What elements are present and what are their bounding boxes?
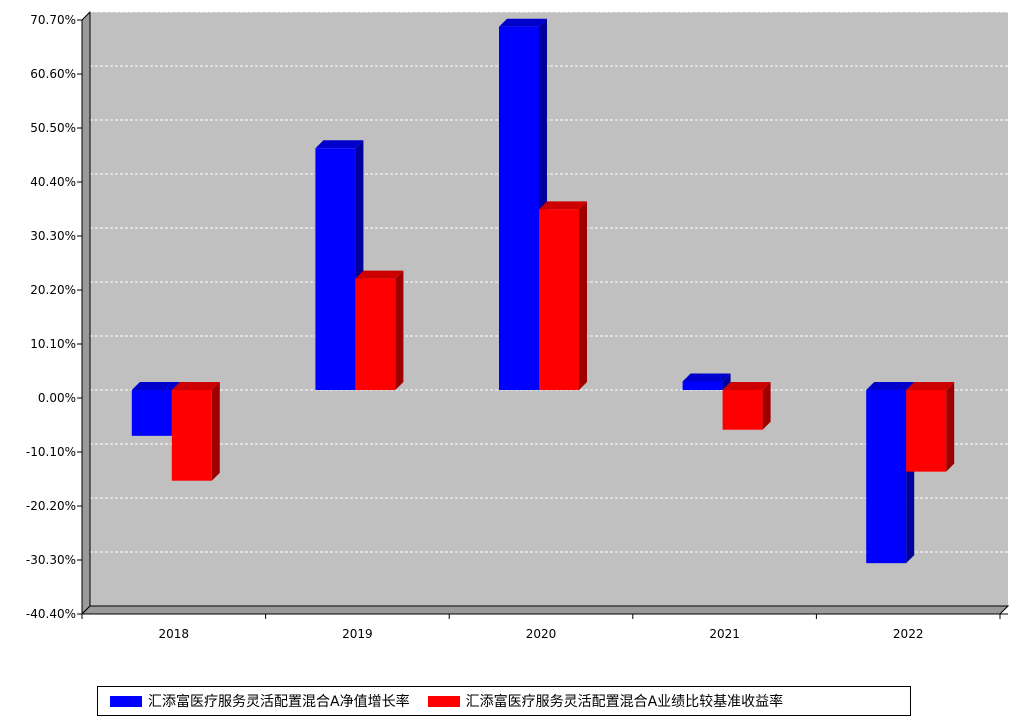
y-tick-label: 40.40% xyxy=(30,175,76,189)
x-tick-label: 2021 xyxy=(709,627,740,641)
bar-2018-s1 xyxy=(131,390,172,436)
bar-top-2021-s2 xyxy=(722,382,771,390)
y-tick-label: 50.50% xyxy=(30,121,76,135)
bar-2020-s1 xyxy=(499,26,539,390)
bar-top-2020-s1 xyxy=(499,18,547,27)
y-tick-label: 0.00% xyxy=(38,391,76,405)
plot-floor xyxy=(80,605,1010,615)
bar-side-2021-s2 xyxy=(762,382,771,430)
bar-2021-s2 xyxy=(722,390,763,430)
bar-2019-s1 xyxy=(315,148,356,390)
x-tick-label: 2019 xyxy=(342,627,373,641)
bar-top-2021-s1 xyxy=(682,373,731,382)
y-tick-label: 70.70% xyxy=(30,13,76,27)
legend-label-series-2: 汇添富医疗服务灵活配置混合A业绩比较基准收益率 xyxy=(465,694,784,710)
x-tick-label: 2020 xyxy=(526,627,557,641)
bar-side-2018-s2 xyxy=(211,382,220,481)
bar-top-2019-s2 xyxy=(355,270,404,279)
bar-side-2020-s2 xyxy=(579,201,587,390)
x-axis-ticks: 2018 2019 2020 2021 2022 xyxy=(81,614,1001,641)
y-tick-label: 20.20% xyxy=(30,283,76,297)
y-tick-label: 60.60% xyxy=(30,67,76,81)
legend-item-series-1: 汇添富医疗服务灵活配置混合A净值增长率 xyxy=(110,691,410,711)
bar-top-2020-s2 xyxy=(539,201,587,210)
legend-item-series-2: 汇添富医疗服务灵活配置混合A业绩比较基准收益率 xyxy=(427,691,784,711)
axes xyxy=(81,12,1008,615)
bar-top-2019-s1 xyxy=(315,140,364,149)
y-tick-label: -40.40% xyxy=(26,607,76,621)
bars xyxy=(131,18,955,564)
y-tick-label: 30.30% xyxy=(30,229,76,243)
bar-side-2021-s1 xyxy=(722,373,731,390)
y-axis-ticks: 70.70% 60.60% 50.50% 40.40% 30.30% 20.20% 10.1… xyxy=(26,13,82,621)
bar-top-2018-s2 xyxy=(171,382,220,390)
bar-top-2022-s2 xyxy=(906,382,955,390)
bar-side-2022-s2 xyxy=(946,382,955,472)
y-tick-label: -20.20% xyxy=(26,499,76,513)
legend-label-series-1: 汇添富医疗服务灵活配置混合A净值增长率 xyxy=(148,694,410,710)
y-tick-label: -30.30% xyxy=(26,553,76,567)
gridlines xyxy=(90,11,1008,553)
y-tick-label: 10.10% xyxy=(30,337,76,351)
bar-top-2022-s1 xyxy=(866,382,915,390)
bar-2020-s2 xyxy=(539,209,579,390)
bar-top-2018-s1 xyxy=(131,382,180,390)
y-tick-label: -10.10% xyxy=(26,445,76,459)
legend-swatch-red xyxy=(427,695,460,707)
bar-2022-s2 xyxy=(906,390,947,472)
x-tick-label: 2018 xyxy=(159,627,190,641)
legend-swatch-blue xyxy=(110,695,142,707)
bar-2019-s2 xyxy=(355,278,396,390)
bar-2022-s1 xyxy=(866,390,907,564)
legend: 汇添富医疗服务灵活配置混合A净值增长率 汇添富医疗服务灵活配置混合A业绩比较基准… xyxy=(97,686,911,716)
x-tick-label: 2022 xyxy=(893,627,924,641)
bar-2018-s2 xyxy=(171,390,212,481)
bar-side-2019-s2 xyxy=(395,270,404,390)
bar-2021-s1 xyxy=(682,381,723,390)
plot-left-wall xyxy=(81,10,91,616)
